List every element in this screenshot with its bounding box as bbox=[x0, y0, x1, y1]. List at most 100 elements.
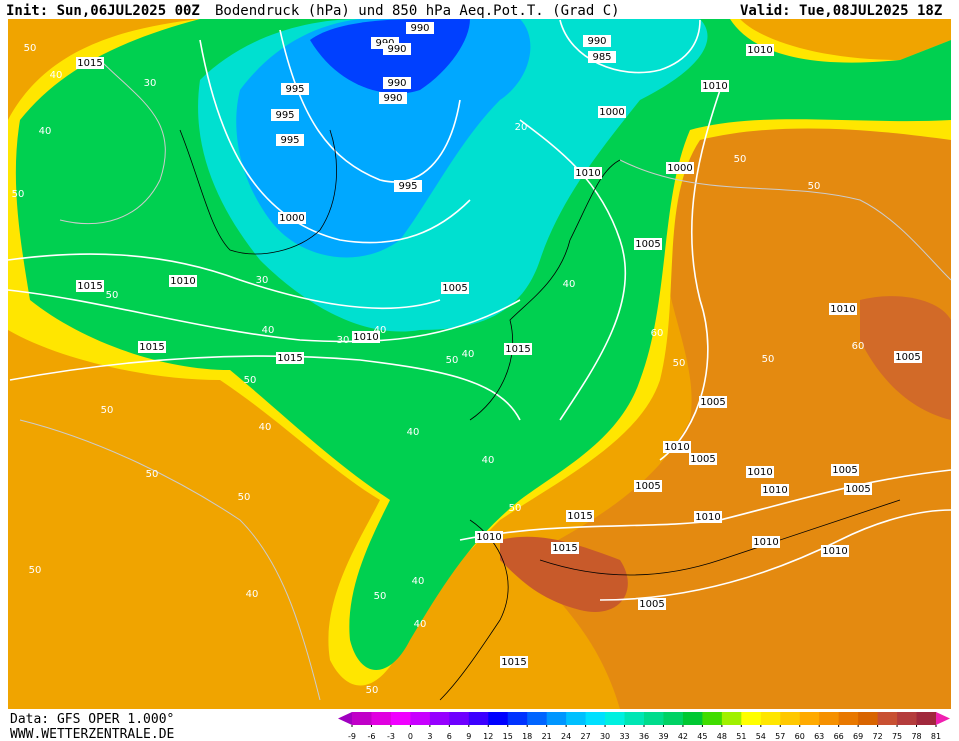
isobar-label-bg bbox=[844, 483, 872, 495]
colorbar-swatch bbox=[371, 712, 392, 725]
colorbar-swatch bbox=[566, 712, 587, 725]
header-band bbox=[0, 0, 959, 19]
thetae-label: 50 bbox=[29, 565, 42, 576]
isobar-label-bg bbox=[574, 167, 602, 179]
colorbar-swatch bbox=[624, 712, 645, 725]
isobar-label: 1005 bbox=[690, 454, 715, 465]
deep-blue-field bbox=[310, 19, 470, 94]
isobar-label: 990 bbox=[383, 93, 402, 104]
colorbar-swatch bbox=[877, 712, 898, 725]
isobar-label: 1000 bbox=[279, 213, 304, 224]
isobar-label: 995 bbox=[275, 110, 294, 121]
colorbar-swatch bbox=[468, 712, 489, 725]
isobar-label-bg bbox=[441, 282, 469, 294]
isobar-label: 995 bbox=[280, 135, 299, 146]
isobar-label-bg bbox=[752, 536, 780, 548]
isobar-label: 1015 bbox=[77, 281, 102, 292]
thetae-label: 40 bbox=[462, 349, 475, 360]
colorbar-tick-label: 60 bbox=[795, 732, 805, 741]
isobar-label-bg bbox=[500, 656, 528, 668]
isobar-label: 1005 bbox=[845, 484, 870, 495]
thetae-label: 60 bbox=[651, 328, 664, 339]
colorbar-tick-label: 3 bbox=[427, 732, 432, 741]
isobar-label-bg bbox=[76, 57, 104, 69]
isobar-label-bg bbox=[761, 484, 789, 496]
isobar-label-bg bbox=[583, 35, 611, 47]
colorbar-swatch bbox=[819, 712, 840, 725]
thetae-label: 40 bbox=[412, 576, 425, 587]
isobar-label: 1005 bbox=[700, 397, 725, 408]
colorbar-swatch bbox=[488, 712, 509, 725]
colorbar-swatch bbox=[585, 712, 606, 725]
isobar-label-bg bbox=[271, 109, 299, 121]
isobar-label-bg bbox=[551, 542, 579, 554]
isobar-label: 995 bbox=[398, 181, 417, 192]
isobar-label: 1005 bbox=[635, 239, 660, 250]
isobar-label-bg bbox=[634, 238, 662, 250]
isobar-label-bg bbox=[699, 396, 727, 408]
isobar-label: 1010 bbox=[753, 537, 778, 548]
colorbar-swatch bbox=[449, 712, 470, 725]
colorbar-tick-label: 12 bbox=[483, 732, 493, 741]
colorbar-swatch bbox=[741, 712, 762, 725]
colorbar-tick-label: 24 bbox=[561, 732, 571, 741]
colorbar-swatch bbox=[546, 712, 567, 725]
thetae-label: 50 bbox=[734, 154, 747, 165]
colorbar-tick-label: 63 bbox=[814, 732, 824, 741]
isobar-label: 1010 bbox=[830, 304, 855, 315]
colorbar-tick-label: 15 bbox=[503, 732, 513, 741]
thetae-label: 60 bbox=[852, 341, 865, 352]
isobar-label-bg bbox=[831, 464, 859, 476]
thetae-label: 40 bbox=[407, 427, 420, 438]
isobar-label: 1015 bbox=[567, 511, 592, 522]
colorbar-tick-label: -6 bbox=[367, 732, 375, 741]
thetae-label: 50 bbox=[366, 685, 379, 696]
colorbar-tick-label: 51 bbox=[736, 732, 746, 741]
colorbar-swatch bbox=[682, 712, 703, 725]
isobar-label-bg bbox=[383, 43, 411, 55]
isobar-label-bg bbox=[701, 80, 729, 92]
contour-labels: 1015 1015 1015 1010 995 995 990 990 990 995 1000 99… bbox=[12, 22, 922, 696]
isobar-label-bg bbox=[406, 22, 434, 34]
isobar-label: 1000 bbox=[599, 107, 624, 118]
colorbar-tick-label: 33 bbox=[619, 732, 629, 741]
isobar-label-bg bbox=[663, 441, 691, 453]
colorbar-tick-label: 30 bbox=[600, 732, 610, 741]
isobar-label: 1010 bbox=[762, 485, 787, 496]
thetae-label: 40 bbox=[50, 70, 63, 81]
thetae-label: 20 bbox=[515, 122, 528, 133]
isobar-label-bg bbox=[566, 510, 594, 522]
colorbar-tick-label: 39 bbox=[658, 732, 668, 741]
isobar-label-bg bbox=[746, 44, 774, 56]
isobar-label: 990 bbox=[587, 36, 606, 47]
thetae-label: 50 bbox=[101, 405, 114, 416]
isobar-label-bg bbox=[821, 545, 849, 557]
colorbar-swatch bbox=[644, 712, 664, 725]
colorbar-tick-label: -3 bbox=[387, 732, 395, 741]
thetae-label: 50 bbox=[374, 591, 387, 602]
colorbar-tick-label: 18 bbox=[522, 732, 532, 741]
isobar-label-bg bbox=[634, 480, 662, 492]
website: WWW.WETTERZENTRALE.DE bbox=[10, 727, 174, 741]
isobar-label: 1005 bbox=[895, 352, 920, 363]
thetae-label: 40 bbox=[414, 619, 427, 630]
thetae-label: 40 bbox=[246, 589, 259, 600]
colorbar-swatch bbox=[858, 712, 879, 725]
isobar-label: 990 bbox=[387, 78, 406, 89]
thetae-label: 50 bbox=[762, 354, 775, 365]
isobar-label: 1010 bbox=[747, 467, 772, 478]
isobar-label: 1015 bbox=[501, 657, 526, 668]
isobar-label-bg bbox=[666, 162, 694, 174]
colorbar-swatch bbox=[780, 712, 801, 725]
colorbar-swatch bbox=[605, 712, 626, 725]
colorbar-tick-label: 42 bbox=[678, 732, 688, 741]
colorbar-tick-label: 75 bbox=[892, 732, 902, 741]
colorbar-tick-label: 48 bbox=[717, 732, 727, 741]
isobar-label-bg bbox=[138, 341, 166, 353]
thetae-label: 40 bbox=[374, 325, 387, 336]
colorbar-swatch bbox=[429, 712, 450, 725]
isobar-label: 1010 bbox=[664, 442, 689, 453]
isobar-label: 1015 bbox=[552, 543, 577, 554]
isobar-label: 985 bbox=[592, 52, 611, 63]
